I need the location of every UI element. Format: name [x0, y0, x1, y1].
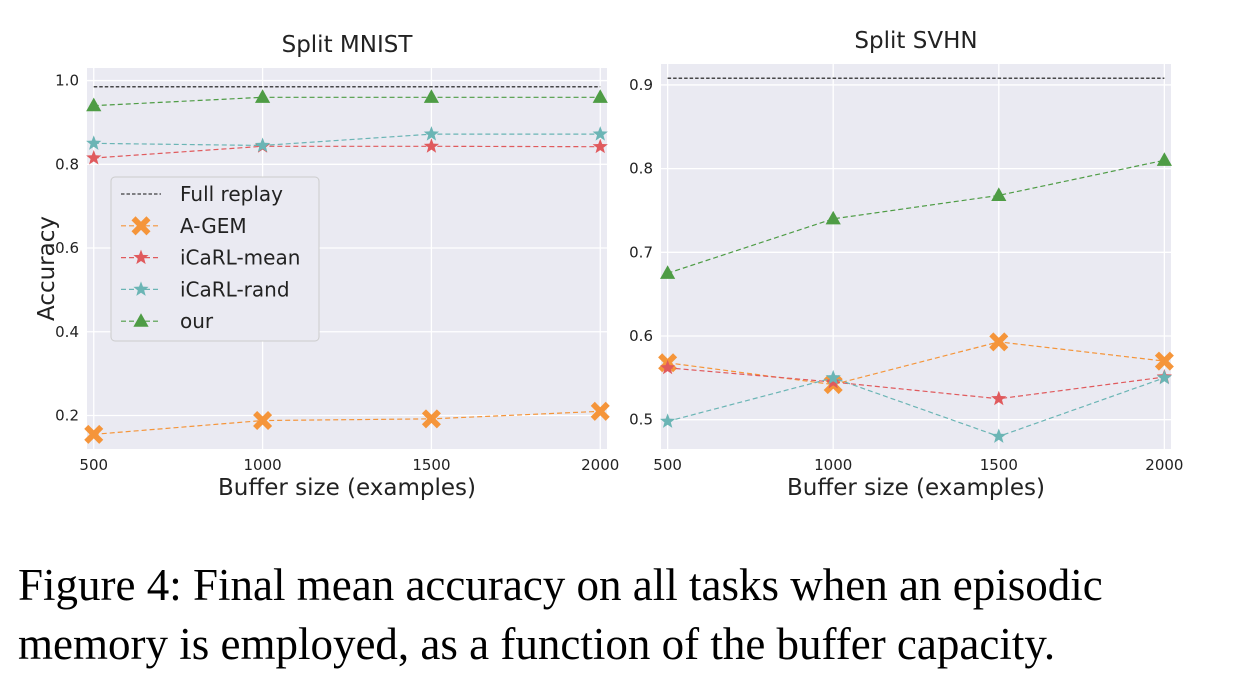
data-point-icarl-rand — [825, 369, 841, 385]
data-point-icarl-mean — [825, 374, 841, 389]
x-tick-label: 1000 — [243, 456, 281, 474]
data-point-a-gem — [253, 411, 273, 431]
data-point-icarl-mean — [592, 138, 608, 154]
data-point-a-gem — [590, 401, 610, 421]
data-point-icarl-rand — [1156, 369, 1172, 385]
data-point-icarl-rand — [423, 126, 440, 141]
series-line-our — [93, 96, 601, 107]
data-point-icarl-mean — [86, 150, 102, 165]
x-axis-label: Buffer size (examples) — [218, 475, 476, 501]
y-axis-label: Accuracy — [34, 216, 60, 321]
series-line-a-gem — [667, 341, 1165, 386]
data-point-a-gem — [84, 424, 104, 444]
x-tick-label: 500 — [79, 456, 108, 474]
data-point-icarl-rand — [254, 137, 271, 152]
data-point-our — [660, 265, 676, 279]
y-tick-label: 0.4 — [55, 323, 79, 341]
data-point-a-gem — [1154, 351, 1174, 371]
legend-marker-icarl-rand — [133, 281, 149, 296]
legend-label-full-replay: Full replay — [180, 182, 283, 206]
x-tick-label: 1500 — [980, 456, 1018, 474]
y-tick-label: 0.6 — [55, 239, 79, 257]
data-point-our — [1156, 152, 1172, 166]
legend-label-a-gem: A-GEM — [180, 214, 247, 238]
plot-area — [661, 64, 1171, 449]
series-line-icarl-rand — [93, 133, 601, 147]
x-tick-label: 2000 — [581, 456, 619, 474]
series-line-icarl-mean — [93, 145, 601, 159]
chart-title: Split MNIST — [282, 32, 414, 58]
data-point-icarl-mean — [423, 138, 440, 153]
data-point-our — [423, 89, 440, 103]
data-point-icarl-rand — [86, 135, 102, 150]
x-tick-label: 500 — [653, 456, 682, 474]
chart-split-svhn: 500 1000 1500 2000 0.5 0.6 0.7 0.8 0.9 Split SVHN… — [629, 28, 1183, 501]
legend-marker-our — [133, 313, 149, 327]
series-line-a-gem — [93, 410, 601, 435]
chart-split-mnist: 500 1000 1500 2000 0.2 0.4 0.6 0.8 1.0 Split MNIS… — [34, 32, 619, 501]
data-point-our — [254, 89, 271, 103]
y-tick-label: 0.9 — [629, 76, 653, 94]
legend-marker-icarl-mean — [133, 249, 149, 265]
y-tick-label: 0.2 — [55, 407, 79, 425]
data-point-a-gem — [989, 332, 1009, 352]
data-point-our — [991, 187, 1007, 202]
data-point-our — [825, 210, 841, 225]
x-axis-label: Buffer size (examples) — [787, 475, 1045, 501]
data-point-icarl-rand — [592, 126, 608, 141]
data-point-icarl-rand — [991, 428, 1007, 443]
series-line-icarl-rand — [667, 377, 1165, 438]
legend-label-our: our — [180, 309, 214, 333]
data-point-icarl-rand — [660, 413, 676, 428]
data-point-a-gem — [421, 409, 441, 429]
data-point-icarl-mean — [991, 390, 1007, 406]
legend-label-icarl-rand: iCaRL-rand — [180, 277, 290, 301]
data-point-our — [592, 89, 608, 103]
legend-label-icarl-mean: iCaRL-mean — [180, 246, 300, 270]
data-point-icarl-mean — [660, 359, 676, 375]
y-tick-label: 0.8 — [629, 160, 653, 178]
x-tick-label: 2000 — [1145, 456, 1183, 474]
y-tick-label: 0.6 — [629, 327, 653, 345]
y-tick-label: 1.0 — [55, 72, 79, 90]
x-tick-label: 1500 — [412, 456, 450, 474]
legend-marker-a-gem — [131, 216, 151, 236]
series-line-icarl-mean — [667, 367, 1165, 400]
data-point-our — [86, 97, 102, 112]
y-tick-label: 0.5 — [629, 411, 653, 429]
y-tick-label: 0.7 — [629, 243, 653, 261]
x-tick-label: 1000 — [814, 456, 852, 474]
series-line-our — [667, 159, 1165, 274]
chart-title: Split SVHN — [854, 28, 977, 54]
figure-caption: Figure 4: Final mean accuracy on all tas… — [18, 560, 1103, 669]
y-tick-label: 0.8 — [55, 155, 79, 173]
legend-box — [110, 176, 320, 342]
